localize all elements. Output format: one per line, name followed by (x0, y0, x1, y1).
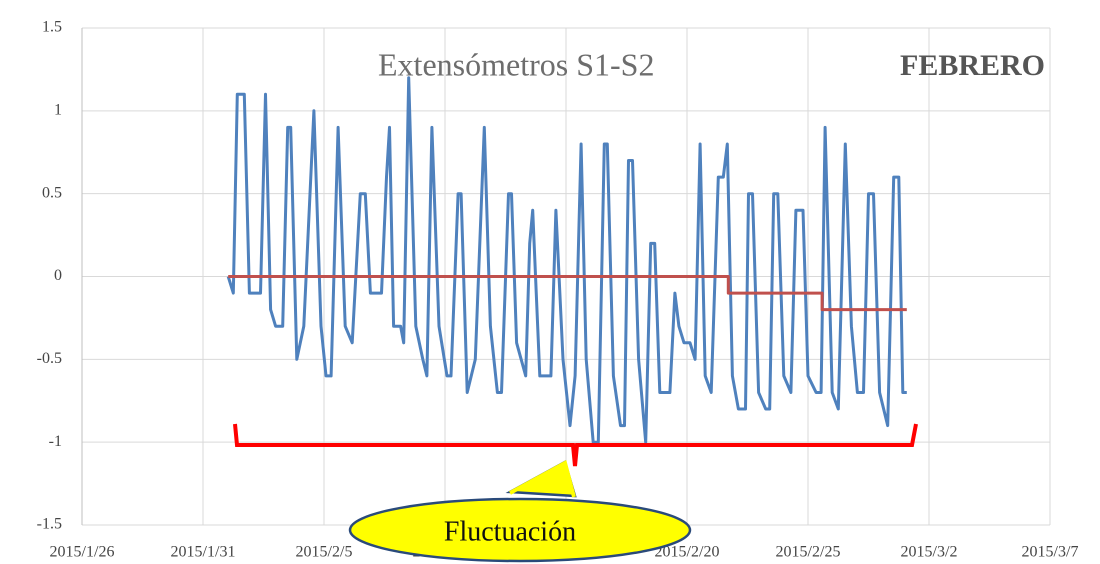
y-tick-label: -1 (49, 433, 62, 450)
y-tick-label: 0 (54, 267, 62, 284)
plot (226, 76, 907, 444)
series-line (228, 275, 907, 312)
x-tick-label: 2015/3/7 (1022, 544, 1079, 561)
x-tick-label: 2015/2/20 (655, 544, 720, 561)
x-tick-label: 2015/1/26 (50, 544, 115, 561)
y-tick-label: -1.5 (37, 516, 62, 533)
series-line (226, 76, 907, 444)
callout (348, 497, 692, 563)
callout-joint (509, 460, 576, 498)
x-tick-label: 2015/2/5 (296, 544, 353, 561)
x-tick-label: 2015/1/31 (171, 544, 236, 561)
annotation: Fluctuación (444, 516, 576, 547)
x-tick-label: 2015/2/25 (776, 544, 841, 561)
y-tick-label: 1.5 (42, 19, 62, 36)
annotation: FEBRERO (900, 49, 1045, 82)
x-tick-label: 2015/3/2 (901, 544, 958, 561)
brace (233, 423, 918, 467)
y-tick-label: 1 (54, 102, 62, 119)
y-tick-label: -0.5 (37, 350, 62, 367)
y-tick-label: 0.5 (42, 184, 62, 201)
chart-title: Extensómetros S1-S2 (378, 46, 654, 82)
